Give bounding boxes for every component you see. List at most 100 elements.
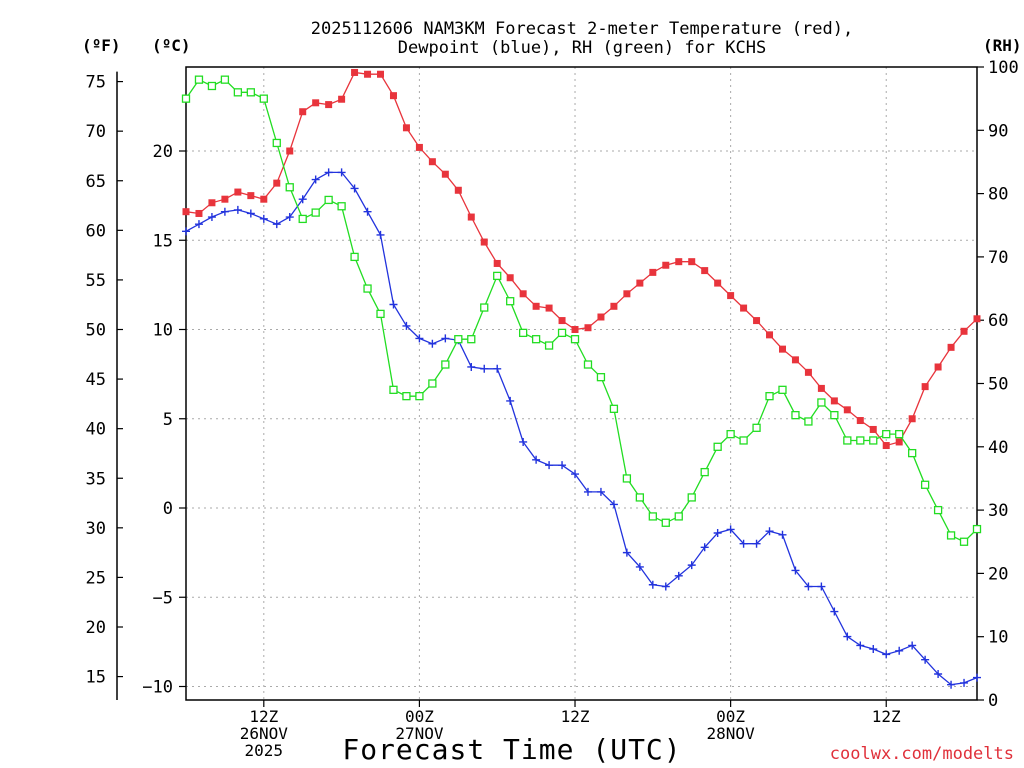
rh-point bbox=[817, 398, 826, 407]
x-tick-label: 00Z bbox=[405, 707, 434, 726]
rh-point bbox=[583, 360, 593, 369]
rh-tick-label: 10 bbox=[988, 628, 1008, 648]
rh-point bbox=[493, 271, 502, 281]
dewpoint-point bbox=[285, 213, 294, 222]
dewpoint-point bbox=[765, 527, 774, 536]
series-line bbox=[185, 71, 978, 447]
series-line bbox=[185, 78, 978, 543]
rh-point bbox=[350, 252, 359, 262]
dewpoint-point bbox=[752, 539, 761, 548]
dewpoint-point bbox=[402, 321, 411, 330]
rh-point bbox=[752, 423, 761, 432]
fahrenheit-tick-label: 40 bbox=[86, 420, 106, 440]
celsius-tick-label: 10 bbox=[153, 321, 173, 341]
dewpoint-point bbox=[532, 455, 541, 464]
dewpoint-point bbox=[583, 487, 592, 496]
fahrenheit-tick-label: 30 bbox=[86, 519, 106, 539]
temperature-point bbox=[208, 199, 216, 207]
temperature-point bbox=[830, 397, 838, 405]
dewpoint-point bbox=[635, 562, 644, 571]
dewpoint-point bbox=[908, 641, 917, 650]
temperature-point bbox=[273, 179, 281, 187]
rh-point bbox=[778, 385, 787, 394]
dewpoint-point bbox=[687, 561, 696, 570]
credit-text: coolwx.com/modelts bbox=[829, 744, 1014, 764]
x-tick-label: 26NOV bbox=[240, 724, 289, 743]
temperature-point bbox=[234, 188, 242, 196]
rh-tick-label: 70 bbox=[988, 248, 1008, 268]
temperature-point bbox=[817, 384, 825, 392]
dewpoint-point bbox=[363, 207, 372, 216]
rh-point bbox=[635, 493, 645, 502]
rh-tick-label: 40 bbox=[988, 438, 1008, 458]
dewpoint-point bbox=[895, 646, 904, 655]
rh-point bbox=[428, 379, 437, 388]
dewpoint-point bbox=[220, 207, 229, 216]
rh-point bbox=[480, 303, 489, 312]
dewpoint-point bbox=[791, 566, 800, 575]
temperature-point bbox=[791, 356, 799, 364]
dewpoint-point bbox=[246, 209, 255, 218]
temperature-point bbox=[299, 108, 307, 116]
rh-tick-label: 50 bbox=[988, 375, 1008, 395]
rh-point bbox=[648, 512, 657, 521]
temperature-point bbox=[571, 326, 579, 333]
x-tick-label: 28NOV bbox=[707, 724, 756, 743]
temperature-point bbox=[740, 304, 748, 312]
celsius-unit-label: (ºC) bbox=[152, 36, 191, 55]
dewpoint-point bbox=[661, 582, 670, 591]
temperature-point bbox=[506, 274, 514, 282]
temperature-point bbox=[467, 213, 475, 221]
dewpoint-point bbox=[493, 364, 502, 373]
dewpoint-point bbox=[622, 548, 631, 557]
temperature-point bbox=[688, 258, 696, 266]
x-axis-title: Forecast Time (UTC) bbox=[342, 733, 682, 766]
rh-tick-label: 60 bbox=[988, 311, 1008, 331]
rh-point bbox=[959, 537, 969, 546]
dewpoint-point bbox=[804, 582, 813, 591]
fahrenheit-tick-label: 65 bbox=[86, 172, 106, 192]
temperature-point bbox=[441, 170, 449, 178]
dewpoint-point bbox=[869, 645, 878, 654]
rh-tick-label: 80 bbox=[988, 185, 1008, 205]
rh-point bbox=[557, 328, 567, 338]
temperature-point bbox=[869, 425, 877, 433]
dewpoint-point bbox=[182, 227, 190, 236]
temperature-point bbox=[519, 290, 527, 298]
rh-point bbox=[259, 94, 268, 103]
dewpoint-point bbox=[726, 525, 735, 534]
temperature-point bbox=[766, 331, 774, 339]
temperature-point bbox=[675, 258, 683, 266]
temperature-point bbox=[727, 292, 735, 300]
fahrenheit-tick-label: 75 bbox=[86, 73, 106, 93]
rh-point bbox=[856, 436, 865, 445]
temperature-point bbox=[597, 313, 605, 321]
temperature-point bbox=[714, 279, 722, 287]
rh-point bbox=[467, 335, 476, 344]
dewpoint-point bbox=[934, 670, 943, 679]
temperature-point bbox=[402, 124, 410, 132]
temperature-point bbox=[351, 68, 359, 76]
dewpoint-point bbox=[194, 220, 203, 229]
dewpoint-point bbox=[337, 168, 346, 177]
dewpoint-point bbox=[700, 543, 709, 552]
dewpoint-point bbox=[739, 539, 748, 548]
rh-point bbox=[311, 208, 320, 217]
temperature-point bbox=[545, 304, 553, 312]
temperature-point bbox=[973, 315, 981, 323]
fahrenheit-tick-label: 45 bbox=[86, 370, 106, 390]
temperature-point bbox=[947, 343, 955, 351]
chart-title-line-1: 2025112606 NAM3KM Forecast 2-meter Tempe… bbox=[310, 19, 854, 39]
rh-point bbox=[946, 531, 956, 540]
dewpoint-point bbox=[882, 650, 891, 659]
rh-tick-label: 30 bbox=[988, 501, 1008, 521]
fahrenheit-tick-label: 55 bbox=[86, 271, 106, 291]
rh-point bbox=[830, 410, 839, 420]
temperature-point bbox=[260, 195, 268, 203]
dewpoint-point bbox=[960, 678, 969, 687]
temperature-point bbox=[428, 158, 436, 166]
temperature-point bbox=[649, 268, 657, 276]
dewpoint-point bbox=[207, 213, 216, 222]
dewpoint-point bbox=[648, 580, 657, 589]
rh-point bbox=[285, 183, 294, 192]
